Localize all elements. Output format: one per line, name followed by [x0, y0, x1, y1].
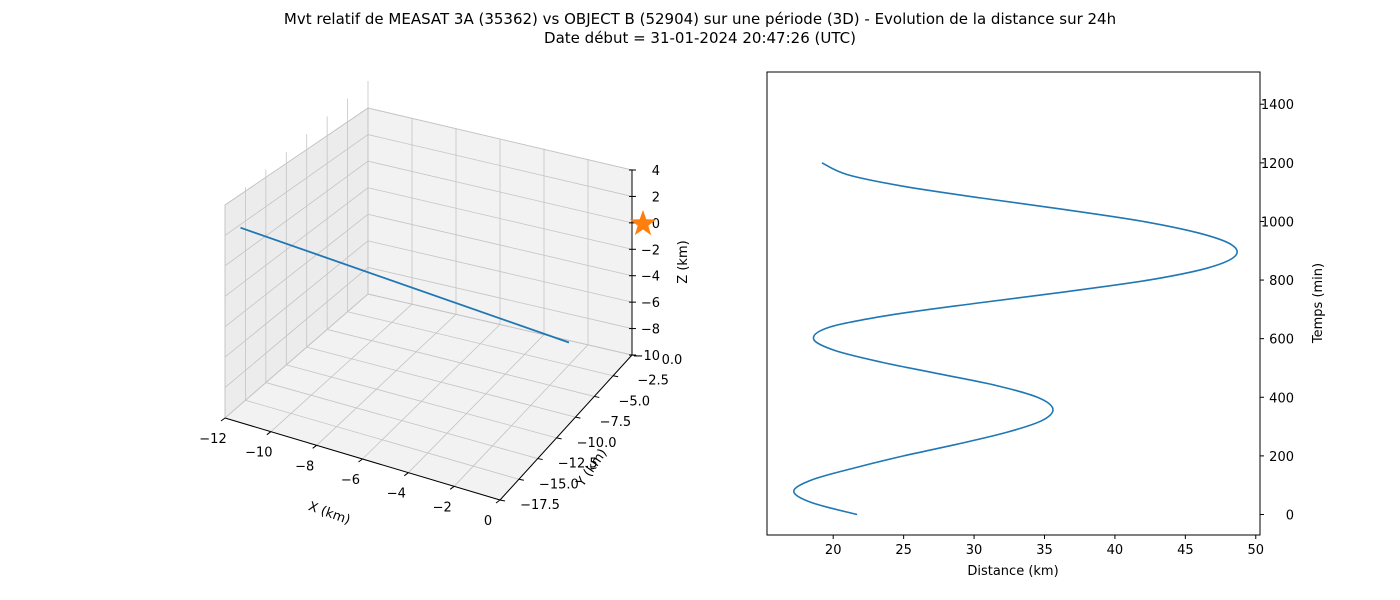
figure-title: Mvt relatif de MEASAT 3A (35362) vs OBJE… [0, 10, 1400, 48]
x-tick-mark [266, 431, 272, 436]
x-tick-label: 50 [1248, 543, 1265, 558]
y-tick-label: −10.0 [577, 436, 617, 451]
x-tick-mark [220, 417, 226, 422]
y-tick-mark [613, 375, 619, 378]
plot-frame [766, 71, 1261, 536]
y-tick-label: 0 [1286, 508, 1294, 523]
chart-3d-trajectory: −12 −10 −8 −6 −4 −2 0 0.0 −2.5 −5.0 −7.5 −10.0 −12.5… [199, 81, 691, 529]
z-grid-line-back [367, 267, 633, 329]
z-grid-line-left [224, 213, 369, 328]
z-tick-label: −6 [641, 296, 660, 311]
y-grid-line-floor [245, 399, 519, 480]
ticks-3d: −12 −10 −8 −6 −4 −2 0 0.0 −2.5 −5.0 −7.5 −10.0 −12.5… [199, 164, 682, 529]
z-axis-label: Z (km) [676, 240, 691, 283]
y-tick-label: 1000 [1261, 215, 1294, 230]
z-grid-line-left [224, 240, 369, 358]
x-grid-line-floor [453, 344, 589, 487]
z-grid-line-left [224, 293, 369, 419]
y-tick-label: 1400 [1261, 98, 1294, 113]
x-tick-label: −2 [433, 500, 452, 515]
x-tick-mark [404, 472, 409, 477]
x-grid-line-floor [408, 334, 545, 473]
y-grid-line-floor [327, 329, 595, 397]
x-tick-mark [358, 458, 363, 463]
x-tick-mark [449, 485, 455, 490]
x-tick-label: −10 [245, 446, 272, 461]
z-tick-label: −2 [641, 243, 660, 258]
y-grid-line-floor [286, 364, 557, 439]
x-tick-label: −8 [295, 459, 314, 474]
y-grid-line-floor [306, 346, 576, 418]
x-tick-label: 40 [1107, 543, 1124, 558]
x-tick-label: 25 [895, 543, 912, 558]
z-grid-line-back [367, 240, 633, 303]
data-3d [240, 209, 657, 344]
y-tick-label: −15.0 [539, 477, 579, 492]
z-grid-line-left [224, 267, 369, 388]
z-tick-label: −8 [641, 323, 660, 338]
y-tick-label: 800 [1269, 274, 1294, 289]
z-grid-line-back [367, 107, 633, 171]
y-axis-line [499, 354, 633, 501]
figure-title-line-2: Date début = 31-01-2024 20:47:26 (UTC) [544, 29, 856, 47]
y-tick-label: 600 [1269, 333, 1294, 348]
x-tick-label: −6 [341, 473, 360, 488]
y-tick-label: 200 [1269, 450, 1294, 465]
y-tick-label: 1200 [1261, 157, 1294, 172]
trajectory-line [240, 226, 570, 344]
x-tick-label: −12 [199, 432, 226, 447]
x-ticks: 20 25 30 35 40 45 50 [825, 535, 1264, 558]
z-tick-label: −10 [633, 349, 660, 364]
z-tick-label: 0 [652, 217, 660, 232]
y-tick-label: 400 [1269, 391, 1294, 406]
z-grid-line-left [224, 160, 369, 267]
y-tick-mark [518, 478, 524, 481]
x-tick-label: 45 [1177, 543, 1194, 558]
y-tick-mark [499, 499, 506, 502]
y-ticks: 0 200 400 600 800 1000 1200 1400 [1260, 98, 1294, 523]
z-grid-line-back [367, 213, 633, 277]
z-grid-line-left [224, 187, 369, 297]
x-tick-label: −4 [387, 487, 406, 502]
x-tick-label: 20 [825, 543, 842, 558]
z-grid-line-back [367, 293, 633, 356]
y-grid-line-floor [265, 382, 538, 459]
x-grid-line-floor [316, 314, 457, 446]
x-tick-label: 0 [484, 514, 492, 529]
x-tick-label: 30 [966, 543, 983, 558]
z-tick-label: 2 [652, 190, 660, 205]
y-axis-label-time: Temps (min) [1311, 263, 1326, 344]
x-grid-line-floor [270, 303, 413, 432]
x-axis-label-distance: Distance (km) [967, 564, 1058, 579]
y-tick-label: −7.5 [600, 415, 632, 430]
y-tick-mark [594, 395, 600, 398]
z-grid-line-back [367, 187, 633, 250]
x-tick-mark [312, 444, 317, 449]
y-grid-line-floor [347, 311, 614, 377]
y-tick-mark [556, 437, 562, 440]
y-tick-mark [575, 416, 581, 419]
distance-line [793, 162, 1238, 516]
figure-title-line-1: Mvt relatif de MEASAT 3A (35362) vs OBJE… [283, 10, 1117, 28]
z-grid-line-back [367, 160, 633, 224]
z-tick-label: 4 [652, 164, 660, 179]
y-tick-label: −5.0 [618, 394, 650, 409]
y-tick-label: −17.5 [520, 498, 560, 513]
x-grid-line-floor [362, 324, 501, 460]
z-grid-line-back [367, 134, 633, 197]
x-tick-label: 35 [1036, 543, 1053, 558]
y-tick-label: −2.5 [637, 374, 669, 389]
x-tick-mark [495, 499, 501, 504]
y-tick-mark [537, 458, 543, 461]
z-grid-line-left [224, 107, 369, 206]
y-tick-label: −12.5 [558, 457, 598, 472]
x-axis-label: X (km) [306, 499, 352, 528]
object-star-marker [629, 209, 657, 236]
z-tick-label: −4 [641, 270, 660, 285]
y-tick-label: 0.0 [662, 353, 683, 368]
z-grid-line-left [224, 134, 369, 236]
